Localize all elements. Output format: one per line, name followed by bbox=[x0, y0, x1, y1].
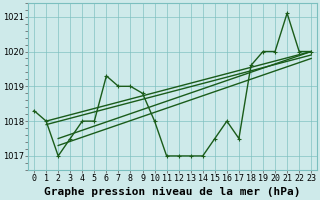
X-axis label: Graphe pression niveau de la mer (hPa): Graphe pression niveau de la mer (hPa) bbox=[44, 187, 301, 197]
